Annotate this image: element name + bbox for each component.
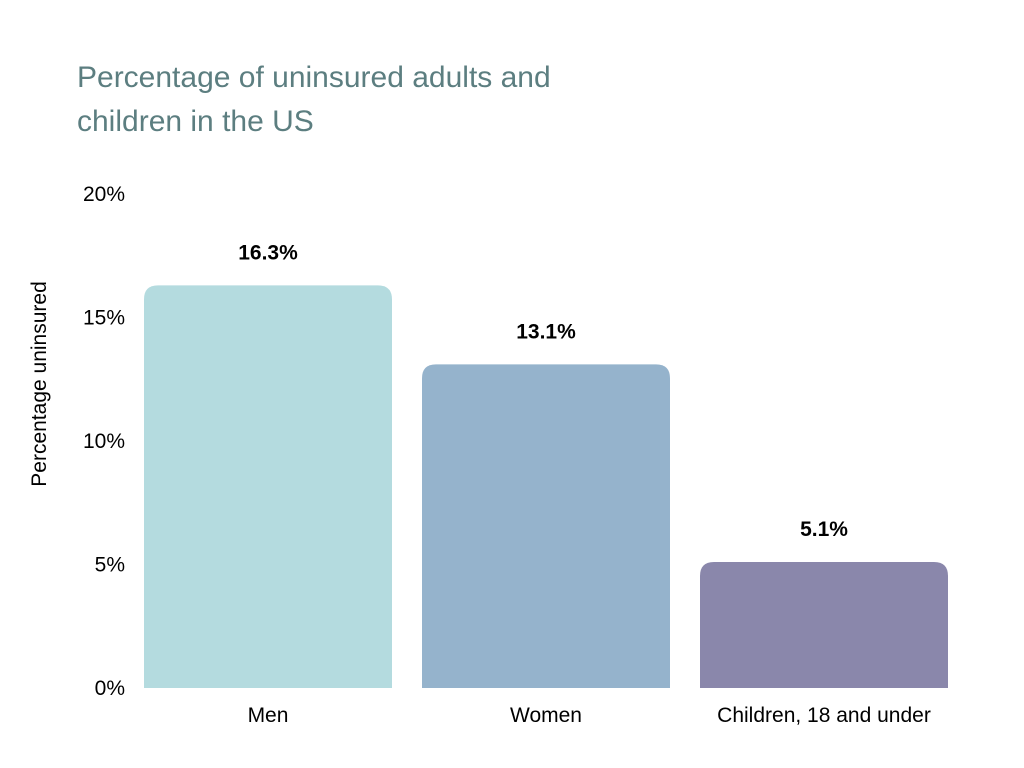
x-category-label: Men xyxy=(248,704,289,727)
y-tick-label: 5% xyxy=(95,554,125,577)
x-category-label: Children, 18 and under xyxy=(717,704,931,727)
bar-value-label: 13.1% xyxy=(516,320,576,343)
y-tick-label: 0% xyxy=(95,677,125,700)
bar-value-label: 5.1% xyxy=(800,518,848,541)
data-labels: 16.3% 13.1% 5.1% xyxy=(238,241,848,541)
x-category-label: Women xyxy=(510,704,582,727)
y-axis-ticks: 0% 5% 10% 15% 20% xyxy=(83,183,125,700)
chart-title: Percentage of uninsured adults and child… xyxy=(77,61,551,138)
bar xyxy=(144,285,392,688)
y-tick-label: 20% xyxy=(83,183,125,206)
y-axis-title: Percentage uninsured xyxy=(28,281,51,486)
bar xyxy=(700,562,948,688)
bar xyxy=(422,364,670,688)
x-axis-labels: Men Women Children, 18 and under xyxy=(248,704,931,727)
bar-value-label: 16.3% xyxy=(238,241,298,264)
bars xyxy=(144,285,948,688)
y-tick-label: 15% xyxy=(83,307,125,330)
y-tick-label: 10% xyxy=(83,430,125,453)
